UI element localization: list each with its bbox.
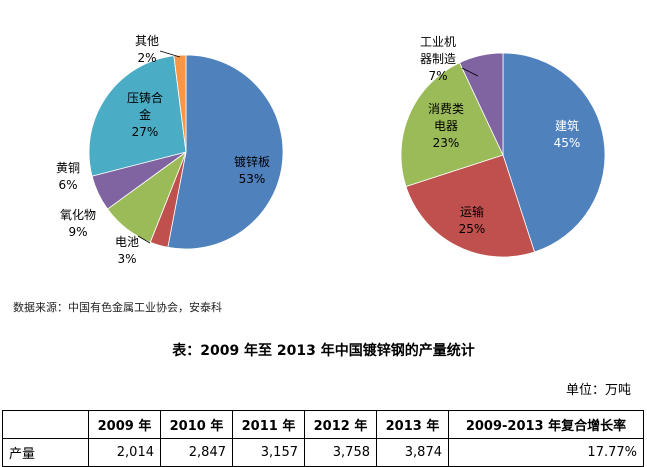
pie-slice-label: 其他 2% xyxy=(135,34,159,65)
pie-slice-label: 镀锌板 53% xyxy=(234,155,270,186)
table-cell: 3,758 xyxy=(304,438,377,467)
pie-slice xyxy=(400,62,504,188)
pie-chart-zinc-consumption xyxy=(88,54,284,250)
pie-charts: 镀锌板 53% 电池 3% 氧化物 9% 黄铜 6% 压铸合金 27% 其他 2% 建筑 45% 运输 25… xyxy=(56,34,606,266)
table-title: 表：2009 年至 2013 年中国镀锌钢的产量统计 xyxy=(172,343,475,359)
pie-slice-label: 压铸合金 27% xyxy=(127,90,163,139)
table-header-row: 2009 年 2010 年 2011 年 2012 年 2013 年 2009-… xyxy=(2,410,644,439)
table-header-cell: 2009-2013 年复合增长率 xyxy=(448,410,644,439)
production-table: 2009 年 2010 年 2011 年 2012 年 2013 年 2009-… xyxy=(2,410,644,467)
pie1-labels: 镀锌板 53% 电池 3% 氧化物 9% 黄铜 6% 压铸合金 27% 其他 2% xyxy=(56,34,270,266)
pie-slice-label: 运输 25% xyxy=(459,204,486,236)
table-cell: 2,847 xyxy=(160,438,233,467)
pie-slice xyxy=(502,52,606,253)
pie-slice xyxy=(173,54,187,153)
table-row-label: 产量 xyxy=(2,438,89,467)
pie-slice xyxy=(405,154,536,258)
table-header-cell: 2013 年 xyxy=(376,410,449,439)
pie-slice xyxy=(88,55,187,177)
table-header-cell: 2011 年 xyxy=(232,410,305,439)
pie-slice-label: 电池 3% xyxy=(115,235,139,266)
table-row: 产量 2,014 2,847 3,157 3,758 3,874 17.77% xyxy=(2,438,644,467)
leader-line xyxy=(137,235,151,244)
pie2-labels: 建筑 45% 运输 25% 消费类电器 23% 工业机器制造 7% xyxy=(420,35,580,236)
table-cell: 2,014 xyxy=(88,438,161,467)
pie-slice-label: 氧化物 9% xyxy=(60,208,96,239)
data-source-note: 数据来源：中国有色金属工业协会，安泰科 xyxy=(13,301,222,314)
leader-line xyxy=(159,50,181,58)
pie-slice-label: 工业机器制造 7% xyxy=(420,35,456,83)
pie-slice-label: 消费类电器 23% xyxy=(428,102,464,150)
pie-slice xyxy=(459,52,504,156)
table-header-cell xyxy=(2,410,89,439)
pie-chart-galvanized-steel-usage xyxy=(400,52,606,258)
table-cell: 3,874 xyxy=(376,438,449,467)
table-header-cell: 2009 年 xyxy=(88,410,161,439)
table-cell: 3,157 xyxy=(232,438,305,467)
pie-slice xyxy=(167,54,284,250)
pie-slice-label: 建筑 45% xyxy=(554,118,581,150)
leader-line xyxy=(461,67,479,77)
table-header-cell: 2010 年 xyxy=(160,410,233,439)
table-cell: 17.77% xyxy=(448,438,644,467)
pie-slice-label: 黄铜 6% xyxy=(56,160,80,192)
table-unit: 单位：万吨 xyxy=(565,383,631,398)
table-header-cell: 2012 年 xyxy=(304,410,377,439)
